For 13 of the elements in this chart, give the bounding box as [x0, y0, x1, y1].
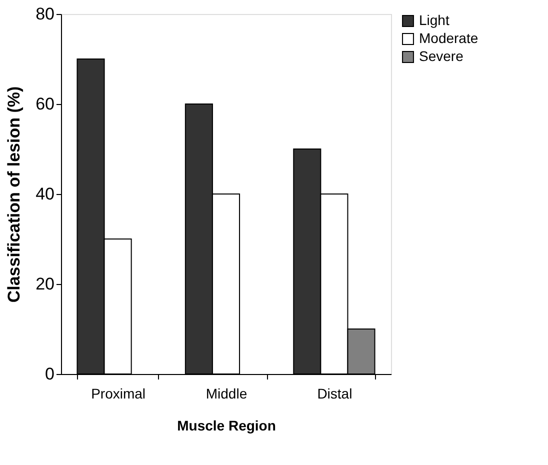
legend-label: Severe	[419, 48, 464, 64]
x-tick-label: Distal	[317, 386, 352, 402]
y-tick-label: 60	[36, 94, 54, 114]
x-axis-title: Muscle Region	[177, 418, 276, 434]
x-tick-label: Middle	[206, 386, 248, 402]
y-tick-label: 40	[36, 184, 54, 204]
y-tick-label: 20	[36, 274, 54, 294]
y-axis-title: Classification of lesion (%)	[4, 86, 24, 303]
x-tick-label: Proximal	[91, 386, 146, 402]
y-tick-label: 0	[45, 364, 54, 384]
legend-label: Light	[419, 12, 450, 28]
legend-label: Moderate	[419, 30, 478, 46]
y-tick-label: 80	[36, 4, 54, 24]
